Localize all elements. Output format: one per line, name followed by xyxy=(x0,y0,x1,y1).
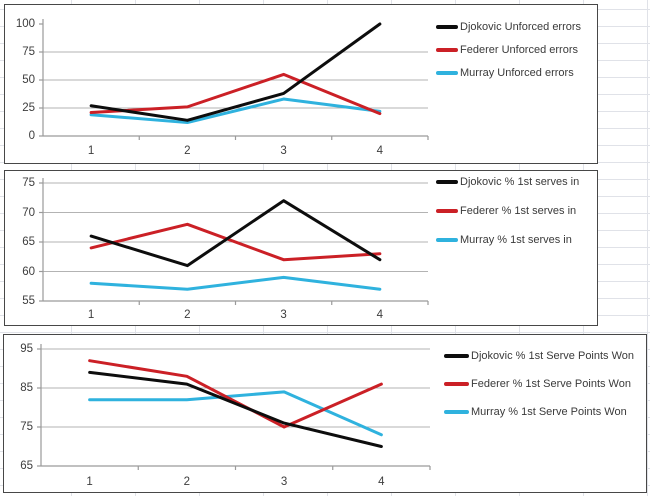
x-axis-label: 3 xyxy=(280,145,287,157)
legend-line-swatch xyxy=(436,48,458,52)
chart-unforced-errors[interactable]: 0 25 50 75 100 1 2 3 4 Djokovic Unforced errors Fe… xyxy=(4,4,598,164)
legend-item[interactable]: Murray Unforced errors xyxy=(436,67,574,79)
legend-line-swatch xyxy=(436,25,458,29)
x-axis-label: 4 xyxy=(376,145,384,157)
plot-area xyxy=(37,344,431,470)
y-axis-label: 85 xyxy=(20,382,33,394)
x-axis-label: 4 xyxy=(378,476,385,488)
x-axis-label: 4 xyxy=(376,309,384,321)
legend-item[interactable]: Djokovic % 1st Serve Points Won xyxy=(444,350,634,362)
legend-item[interactable]: Murray % 1st serves in xyxy=(436,234,572,246)
legend-line-swatch xyxy=(436,71,458,75)
y-axis-label: 75 xyxy=(20,421,33,433)
y-axis-label: 65 xyxy=(20,460,33,472)
series-line[interactable] xyxy=(89,22,382,122)
x-axis-label: 3 xyxy=(280,309,287,321)
plot-area xyxy=(39,19,429,140)
y-axis-label: 25 xyxy=(22,102,35,114)
legend-item[interactable]: Federer % 1st Serve Points Won xyxy=(444,378,631,390)
chart-pct-1st-serve-points-won[interactable]: 65 75 85 95 1 2 3 4 Djokovic % 1st Serve Points … xyxy=(3,334,647,493)
series-line[interactable] xyxy=(89,97,382,125)
legend-item[interactable]: Federer % 1st serves in xyxy=(436,205,576,217)
legend-label: Murray % 1st serves in xyxy=(460,234,572,246)
legend-item[interactable]: Djokovic Unforced errors xyxy=(436,21,581,33)
legend-label: Djokovic Unforced errors xyxy=(460,21,582,33)
y-axis-label: 75 xyxy=(22,46,35,58)
series-line[interactable] xyxy=(89,72,382,116)
x-axis-label: 2 xyxy=(183,476,191,488)
x-axis-label: 2 xyxy=(184,309,191,321)
y-axis-label: 100 xyxy=(15,18,35,30)
x-axis-label: 2 xyxy=(184,145,191,157)
legend-line-swatch xyxy=(436,209,458,213)
legend-label: Federer % 1st serves in xyxy=(460,205,577,217)
x-axis-label: 3 xyxy=(280,476,288,488)
legend-line-swatch xyxy=(444,382,469,386)
legend-line-swatch xyxy=(444,354,469,358)
series-line[interactable] xyxy=(88,390,383,437)
chart-pct-1st-serves-in[interactable]: 55 60 65 70 75 1 2 3 4 Djokovic % 1st serves in Fe… xyxy=(4,170,598,326)
legend-label: Djokovic % 1st Serve Points Won xyxy=(471,350,635,362)
y-axis-label: 65 xyxy=(22,236,35,248)
y-axis-label: 70 xyxy=(22,206,35,219)
legend-item[interactable]: Djokovic % 1st serves in xyxy=(436,176,579,188)
series-line[interactable] xyxy=(89,199,382,268)
y-axis-label: 50 xyxy=(22,74,35,86)
plot-area xyxy=(39,178,429,305)
x-axis-label: 1 xyxy=(86,476,93,488)
legend-line-swatch xyxy=(436,180,458,184)
series-line[interactable] xyxy=(89,222,382,262)
legend-label: Federer % 1st Serve Points Won xyxy=(471,378,631,390)
x-axis-label: 1 xyxy=(87,309,95,321)
legend-label: Murray Unforced errors xyxy=(460,67,574,79)
legend-item[interactable]: Federer Unforced errors xyxy=(436,44,578,56)
legend-line-swatch xyxy=(436,238,458,242)
y-axis-label: 60 xyxy=(22,265,35,278)
legend-item[interactable]: Murray % 1st Serve Points Won xyxy=(444,406,627,418)
y-axis-label: 75 xyxy=(22,177,35,189)
legend-line-swatch xyxy=(444,410,469,414)
y-axis-label: 0 xyxy=(28,130,35,142)
series-line[interactable] xyxy=(88,359,383,429)
legend-label: Murray % 1st Serve Points Won xyxy=(471,406,627,418)
y-axis-label: 95 xyxy=(20,343,33,355)
series-line[interactable] xyxy=(88,370,383,448)
legend-label: Djokovic % 1st serves in xyxy=(460,176,580,188)
series-line[interactable] xyxy=(89,275,382,291)
y-axis-label: 55 xyxy=(22,295,35,307)
x-axis-label: 1 xyxy=(87,145,95,157)
legend-label: Federer Unforced errors xyxy=(460,44,578,56)
